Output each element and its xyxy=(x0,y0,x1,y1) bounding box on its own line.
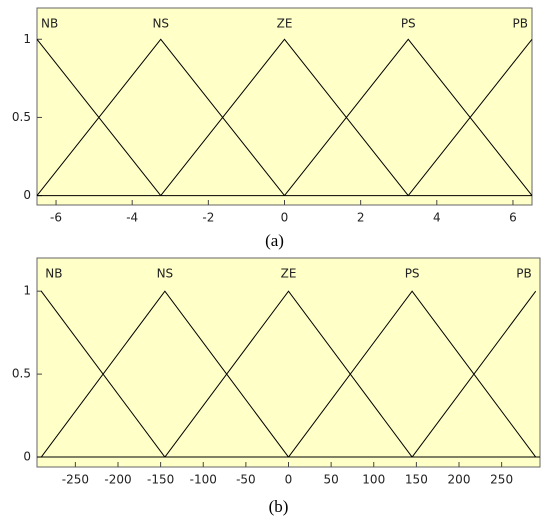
y-tick-label: 0 xyxy=(23,450,31,464)
plot-area xyxy=(36,7,533,206)
x-tick-label: 2 xyxy=(357,211,365,225)
x-tick-label: -100 xyxy=(190,473,217,487)
legend-label: ZE xyxy=(281,267,297,281)
x-tick-label: 50 xyxy=(323,473,338,487)
legend-label: NS xyxy=(157,267,174,281)
membership-line xyxy=(40,290,289,458)
legend-label: NS xyxy=(152,17,169,31)
x-tick-label: 4 xyxy=(433,211,441,225)
y-tick-label: 0.5 xyxy=(12,110,31,124)
x-tick-label: 100 xyxy=(362,473,385,487)
x-tick-label: 6 xyxy=(509,211,517,225)
membership-line xyxy=(164,290,413,458)
legend-label: PB xyxy=(513,17,528,31)
y-tick-label: 0 xyxy=(23,188,31,202)
caption: (b) xyxy=(269,497,289,516)
x-tick-label: -4 xyxy=(126,211,138,225)
x-tick-label: 200 xyxy=(448,473,471,487)
y-tick-label: 0.5 xyxy=(12,367,31,381)
x-tick-label: -150 xyxy=(147,473,174,487)
legend-label: NB xyxy=(41,17,58,31)
x-tick-label: -2 xyxy=(202,211,214,225)
legend-label: ZE xyxy=(277,17,293,31)
legend-label: PS xyxy=(401,17,416,31)
x-tick-label: 0 xyxy=(281,211,289,225)
legend-label: PB xyxy=(516,267,531,281)
x-tick-label: -50 xyxy=(236,473,256,487)
y-tick-label: 1 xyxy=(23,32,31,46)
membership-line xyxy=(160,38,409,196)
y-tick-label: 1 xyxy=(23,284,31,298)
legend-label: NB xyxy=(45,267,62,281)
caption: (a) xyxy=(265,231,284,250)
x-tick-label: 150 xyxy=(405,473,428,487)
membership-line xyxy=(284,38,533,196)
membership-line xyxy=(407,38,533,196)
plot-area xyxy=(36,257,541,468)
membership-line xyxy=(288,290,537,458)
x-tick-label: -200 xyxy=(104,473,131,487)
membership-line xyxy=(36,38,285,196)
membership-line xyxy=(411,290,537,458)
x-tick-label: -250 xyxy=(62,473,89,487)
x-tick-label: 0 xyxy=(285,473,293,487)
x-tick-label: 250 xyxy=(490,473,513,487)
x-tick-label: -6 xyxy=(50,211,62,225)
legend-label: PS xyxy=(405,267,420,281)
